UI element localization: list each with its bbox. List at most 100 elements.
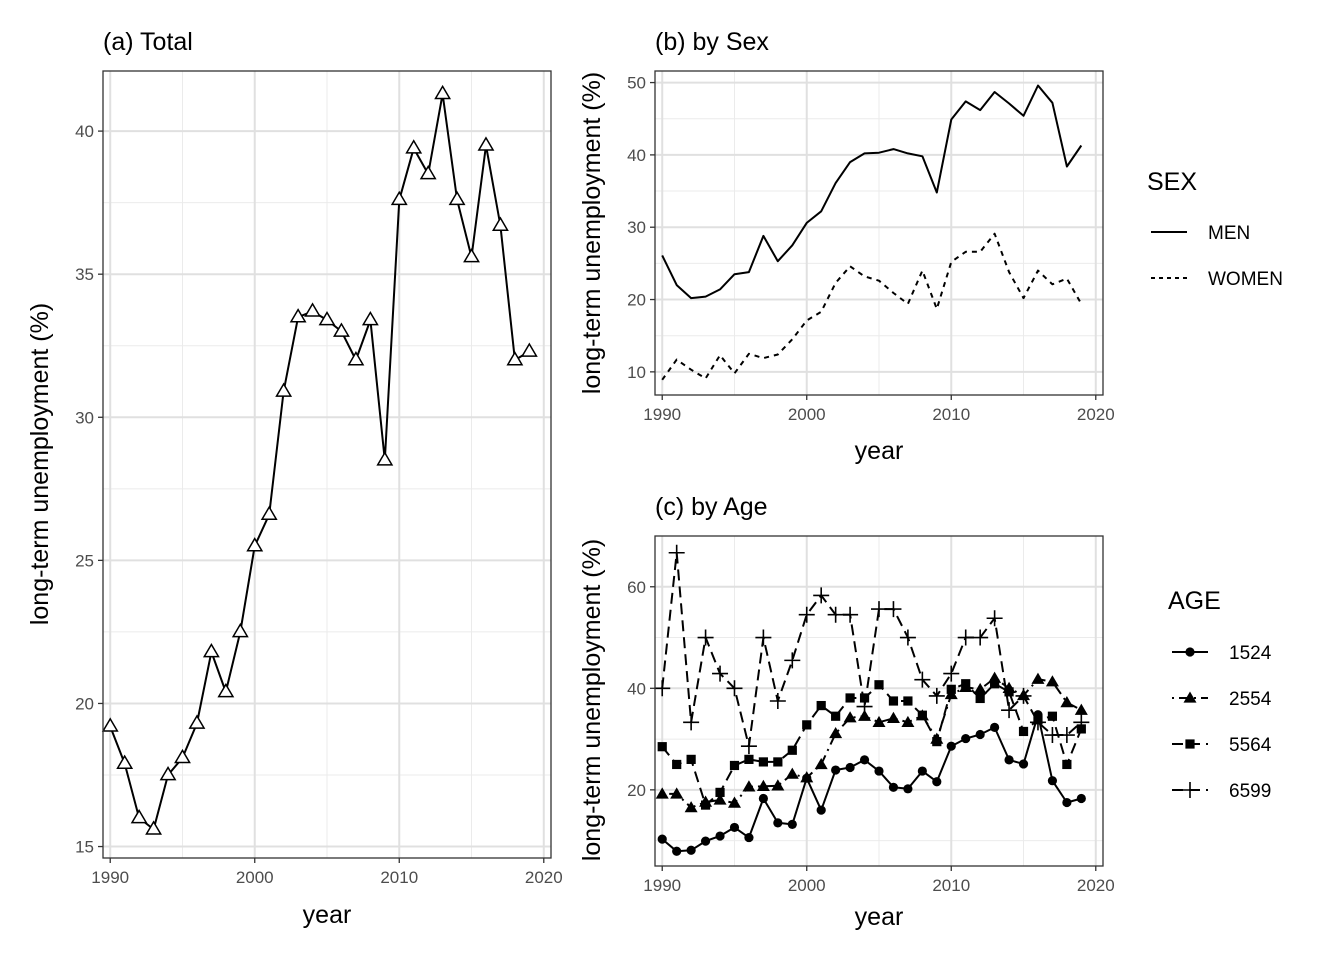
sex-panel-border — [654, 70, 1104, 396]
age-y-tick-label: 60 — [627, 578, 646, 597]
age-point-6599-2006 — [885, 601, 902, 618]
total-x-axis-label: year — [303, 901, 352, 929]
age-legend-label: 5564 — [1229, 735, 1272, 756]
sex-legend-title: SEX — [1147, 168, 1197, 196]
age-point-5564-1992 — [686, 754, 696, 764]
age-point-5564-2018 — [1062, 759, 1072, 770]
age-point-6599-2008 — [914, 671, 931, 688]
total-point-total-2006 — [333, 322, 350, 337]
age-point-5564-1990 — [657, 742, 667, 752]
sex-y-tick-label: 30 — [627, 218, 646, 237]
panel-sex: 1990 2000 2010 2020 10 20 30 40 50 (b) by Sex year… — [578, 28, 1283, 465]
age-point-1524-1993 — [700, 836, 711, 846]
age-point-2554-2004 — [858, 709, 872, 721]
age-y-tick-label: 20 — [627, 781, 646, 800]
total-point-total-1991 — [116, 754, 134, 769]
total-point-total-2010 — [390, 190, 408, 206]
age-point-6599-2018 — [1058, 727, 1075, 744]
age-point-6599-1995 — [726, 680, 743, 697]
age-point-5564-1991 — [672, 759, 682, 770]
age-point-2554-2019 — [1074, 703, 1088, 715]
age-point-5564-2015 — [1018, 726, 1029, 737]
total-point-total-1993 — [145, 820, 163, 835]
total-point-total-2018 — [506, 351, 524, 366]
total-y-axis-label: long-term unemployment (%) — [26, 303, 54, 625]
age-point-6599-1997 — [755, 629, 772, 646]
age-point-6599-2016 — [1029, 714, 1046, 731]
age-point-1524-1999 — [787, 819, 797, 829]
age-point-2554-2012 — [973, 682, 987, 695]
total-title: (a) Total — [103, 28, 193, 56]
total-y-tick-label: 15 — [75, 838, 94, 857]
age-point-2554-1990 — [655, 787, 669, 799]
age-point-6599-1998 — [769, 693, 786, 709]
total-point-total-2004 — [304, 302, 321, 317]
age-point-6599-2017 — [1044, 727, 1061, 744]
age-point-5564-2008 — [917, 710, 927, 720]
age-series-line-6599 — [661, 551, 1082, 748]
age-x-axis-label: year — [855, 903, 904, 931]
age-point-6599-1996 — [740, 738, 757, 755]
age-point-1524-1994 — [715, 831, 725, 841]
age-point-2554-1991 — [670, 787, 684, 799]
age-panel-border — [654, 535, 1104, 867]
age-point-1524-2013 — [990, 722, 1000, 733]
total-point-total-2005 — [318, 310, 336, 326]
age-x-tick-label: 1990 — [643, 876, 681, 895]
total-y-tick-label: 30 — [75, 408, 94, 427]
age-point-6599-2001 — [813, 587, 830, 604]
total-panel-border — [102, 70, 552, 859]
age-point-2554-2006 — [886, 711, 900, 723]
total-x-tick-label: 2010 — [380, 868, 418, 887]
total-point-total-2014 — [448, 190, 466, 206]
age-y-tick-label: 40 — [627, 679, 646, 698]
age-point-6599-2002 — [827, 606, 844, 623]
sex-y-tick-label: 20 — [627, 291, 646, 310]
total-y-tick-label: 35 — [75, 265, 94, 284]
total-point-total-1995 — [174, 748, 191, 764]
age-point-6599-1992 — [683, 714, 700, 731]
age-point-2554-1994 — [713, 793, 727, 805]
age-point-2554-2017 — [1045, 675, 1059, 687]
age-legend-key-marker — [1185, 739, 1195, 749]
age-point-2554-2003 — [843, 711, 857, 723]
age-point-6599-2013 — [986, 610, 1003, 627]
age-point-6599-2009 — [928, 687, 945, 704]
sex-y-axis-label: long-term unemployment (%) — [578, 72, 606, 394]
age-point-6599-1999 — [784, 652, 801, 669]
age-point-5564-2000 — [802, 720, 812, 730]
age-point-2554-2005 — [872, 715, 886, 728]
age-legend-key-marker — [1183, 691, 1197, 703]
total-y-tick-label: 25 — [75, 551, 94, 570]
age-point-2554-2007 — [901, 715, 915, 728]
sex-title: (b) by Sex — [655, 28, 769, 56]
sex-x-tick-label: 2020 — [1077, 405, 1115, 424]
age-point-2554-2001 — [814, 757, 828, 770]
sex-legend: SEX MEN WOMEN — [1147, 168, 1283, 290]
sex-y-tick-label: 40 — [627, 146, 646, 165]
age-point-1524-2015 — [1018, 759, 1029, 769]
age-legend-label: 2554 — [1229, 689, 1272, 710]
age-x-tick-label: 2020 — [1077, 876, 1115, 895]
age-point-1524-2006 — [888, 782, 899, 792]
age-point-1524-2009 — [932, 777, 942, 787]
age-point-5564-1995 — [729, 760, 740, 771]
age-point-2554-2002 — [829, 726, 843, 739]
age-point-5564-2003 — [845, 693, 855, 703]
age-point-5564-2001 — [816, 700, 826, 711]
total-point-total-1990 — [101, 717, 119, 732]
panel-total: 1990 2000 2010 2020 15 20 25 30 35 40 (a) Total yea… — [26, 28, 563, 929]
sex-series-line-MEN — [661, 84, 1083, 300]
age-point-2554-2018 — [1060, 696, 1074, 708]
age-point-6599-2000 — [798, 606, 815, 623]
age-point-5564-2002 — [831, 711, 841, 721]
age-point-1524-1991 — [672, 846, 682, 856]
age-point-5564-2017 — [1047, 711, 1058, 721]
age-point-2554-1999 — [785, 767, 799, 779]
age-point-5564-2004 — [859, 693, 870, 703]
age-point-5564-1994 — [715, 787, 725, 797]
age-series-line-5564 — [661, 682, 1083, 807]
age-legend: AGE 1524 2554 5564 6599 — [1168, 587, 1272, 802]
age-point-5564-2010 — [946, 684, 956, 694]
